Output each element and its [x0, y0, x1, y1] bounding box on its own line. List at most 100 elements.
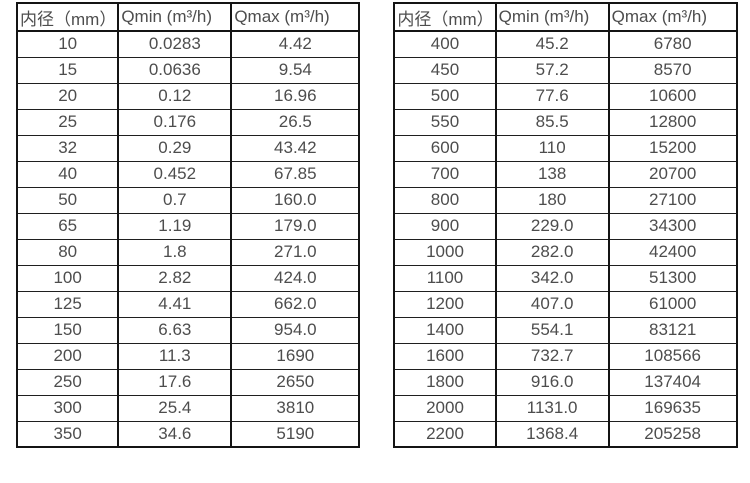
- table-row: 125 4.41 662.0: [15, 290, 361, 318]
- table-row: 2200 1368.4 205258: [393, 420, 738, 448]
- table-row: 1400 554.1 83121: [393, 316, 738, 344]
- diameter-cell: 40: [15, 160, 120, 188]
- diameter-cell: 200: [15, 342, 120, 370]
- table-row: 2000 1131.0 169635: [393, 394, 738, 422]
- qmin-cell: 1.8: [117, 238, 233, 266]
- qmin-cell: 342.0: [494, 264, 610, 292]
- diameter-cell: 1400: [393, 316, 497, 344]
- qmax-cell: 26.5: [230, 108, 361, 136]
- table-row: 20 0.12 16.96: [15, 82, 361, 110]
- qmax-cell: 42400: [607, 238, 738, 266]
- table-row: 800 180 27100: [393, 186, 738, 214]
- table-row: 40 0.452 67.85: [15, 160, 361, 188]
- qmin-cell: 6.63: [117, 316, 233, 344]
- diameter-cell: 25: [15, 108, 120, 136]
- diameter-cell: 900: [393, 212, 497, 240]
- qmax-cell: 5190: [230, 420, 361, 448]
- diameter-cell: 80: [15, 238, 120, 266]
- table-body: 10 0.0283 4.42 15 0.0636 9.54 20 0.12 16.96 25 0.1…: [15, 30, 361, 448]
- diameter-column-header: 内径（mm）: [15, 2, 120, 32]
- qmax-cell: 662.0: [230, 290, 361, 318]
- diameter-cell: 400: [393, 30, 497, 58]
- diameter-cell: 2000: [393, 394, 497, 422]
- qmax-cell: 2650: [230, 368, 361, 396]
- qmin-cell: 45.2: [494, 30, 610, 58]
- qmax-cell: 10600: [607, 82, 738, 110]
- qmin-cell: 407.0: [494, 290, 610, 318]
- qmin-cell: 11.3: [117, 342, 233, 370]
- qmin-cell: 282.0: [494, 238, 610, 266]
- qmin-cell: 0.29: [117, 134, 233, 162]
- table-row: 25 0.176 26.5: [15, 108, 361, 136]
- qmin-cell: 17.6: [117, 368, 233, 396]
- qmin-cell: 110: [494, 134, 610, 162]
- qmin-cell: 0.452: [117, 160, 233, 188]
- diameter-cell: 15: [15, 56, 120, 84]
- table-row: 内径（mm） Qmin (m³/h) Qmax (m³/h): [15, 2, 361, 32]
- table-row: 65 1.19 179.0: [15, 212, 361, 240]
- flow-range-tables-container: 内径（mm） Qmin (m³/h) Qmax (m³/h) 10 0.0283 4.4…: [15, 2, 738, 448]
- table-row: 1600 732.7 108566: [393, 342, 738, 370]
- table-row: 900 229.0 34300: [393, 212, 738, 240]
- qmin-cell: 57.2: [494, 56, 610, 84]
- table-row: 1200 407.0 61000: [393, 290, 738, 318]
- qmin-cell: 180: [494, 186, 610, 214]
- table-row: 550 85.5 12800: [393, 108, 738, 136]
- diameter-cell: 450: [393, 56, 497, 84]
- qmax-cell: 4.42: [230, 30, 361, 58]
- qmin-cell: 1131.0: [494, 394, 610, 422]
- qmin-cell: 0.176: [117, 108, 233, 136]
- diameter-cell: 1600: [393, 342, 497, 370]
- diameter-cell: 1100: [393, 264, 497, 292]
- table-row: 500 77.6 10600: [393, 82, 738, 110]
- qmin-cell: 85.5: [494, 108, 610, 136]
- qmax-column-header: Qmax (m³/h): [607, 2, 738, 32]
- qmax-cell: 83121: [607, 316, 738, 344]
- qmax-cell: 8570: [607, 56, 738, 84]
- diameter-cell: 1800: [393, 368, 497, 396]
- diameter-cell: 50: [15, 186, 120, 214]
- qmax-cell: 34300: [607, 212, 738, 240]
- table-row: 32 0.29 43.42: [15, 134, 361, 162]
- diameter-cell: 125: [15, 290, 120, 318]
- table-row: 700 138 20700: [393, 160, 738, 188]
- qmax-cell: 61000: [607, 290, 738, 318]
- diameter-cell: 10: [15, 30, 120, 58]
- qmax-cell: 6780: [607, 30, 738, 58]
- qmax-column-header: Qmax (m³/h): [230, 2, 361, 32]
- diameter-cell: 300: [15, 394, 120, 422]
- table-body: 400 45.2 6780 450 57.2 8570 500 77.6 10600 550 85.…: [393, 30, 738, 448]
- flow-range-table-large-diameters: 内径（mm） Qmin (m³/h) Qmax (m³/h) 400 45.2 6780…: [393, 2, 738, 448]
- qmin-cell: 25.4: [117, 394, 233, 422]
- diameter-cell: 550: [393, 108, 497, 136]
- qmin-cell: 138: [494, 160, 610, 188]
- qmax-cell: 43.42: [230, 134, 361, 162]
- qmax-cell: 169635: [607, 394, 738, 422]
- diameter-cell: 500: [393, 82, 497, 110]
- diameter-cell: 250: [15, 368, 120, 396]
- qmax-cell: 1690: [230, 342, 361, 370]
- qmin-column-header: Qmin (m³/h): [494, 2, 610, 32]
- qmin-cell: 0.0636: [117, 56, 233, 84]
- diameter-cell: 2200: [393, 420, 497, 448]
- qmax-cell: 954.0: [230, 316, 361, 344]
- qmax-cell: 160.0: [230, 186, 361, 214]
- table-row: 600 110 15200: [393, 134, 738, 162]
- diameter-cell: 600: [393, 134, 497, 162]
- table-row: 10 0.0283 4.42: [15, 30, 361, 58]
- qmax-cell: 271.0: [230, 238, 361, 266]
- table-row: 50 0.7 160.0: [15, 186, 361, 214]
- qmax-cell: 3810: [230, 394, 361, 422]
- table-row: 1000 282.0 42400: [393, 238, 738, 266]
- table-row: 250 17.6 2650: [15, 368, 361, 396]
- qmax-cell: 67.85: [230, 160, 361, 188]
- qmin-cell: 229.0: [494, 212, 610, 240]
- table-row: 80 1.8 271.0: [15, 238, 361, 266]
- qmax-cell: 12800: [607, 108, 738, 136]
- qmax-cell: 205258: [607, 420, 738, 448]
- qmin-cell: 732.7: [494, 342, 610, 370]
- qmax-cell: 16.96: [230, 82, 361, 110]
- qmin-column-header: Qmin (m³/h): [117, 2, 233, 32]
- qmin-cell: 34.6: [117, 420, 233, 448]
- qmin-cell: 1368.4: [494, 420, 610, 448]
